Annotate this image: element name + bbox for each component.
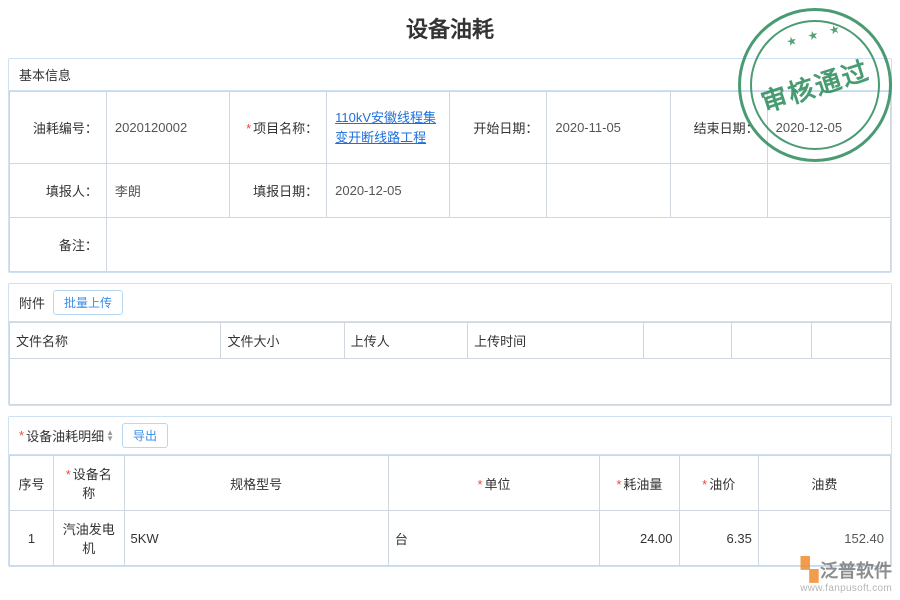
attachment-header: 附件 批量上传 <box>9 284 891 322</box>
batch-upload-button[interactable]: 批量上传 <box>53 290 123 315</box>
detail-table: 序号 *设备名称 规格型号 *单位 *耗油量 *油价 油费 1 汽油发电机 5K… <box>9 455 891 566</box>
col-unit: *单位 <box>388 456 599 511</box>
attachment-table: 文件名称 文件大小 上传人 上传时间 <box>9 322 891 405</box>
cell-seq: 1 <box>10 511 54 566</box>
col-price: *油价 <box>679 456 758 511</box>
export-button[interactable]: 导出 <box>122 423 168 448</box>
project-label: *项目名称： <box>230 92 327 164</box>
cell-price: 6.35 <box>679 511 758 566</box>
cell-spec: 5KW <box>124 511 388 566</box>
cell-unit: 台 <box>388 511 599 566</box>
col-dev-name: *设备名称 <box>54 456 124 511</box>
col-seq: 序号 <box>10 456 54 511</box>
attachment-label: 附件 <box>19 293 45 312</box>
oil-no-label: 油耗编号： <box>10 92 107 164</box>
col-file-name: 文件名称 <box>10 323 221 359</box>
sort-icon[interactable]: ▲▼ <box>106 430 114 442</box>
col-fee: 油费 <box>758 456 890 511</box>
attachment-empty-row <box>10 359 891 405</box>
basic-info-header: 基本信息 <box>9 59 891 91</box>
col-spec: 规格型号 <box>124 456 388 511</box>
start-date-label: 开始日期： <box>450 92 547 164</box>
end-date-label: 结束日期： <box>670 92 767 164</box>
detail-header: * 设备油耗明细 ▲▼ 导出 <box>9 417 891 455</box>
col-upload-time: 上传时间 <box>468 323 644 359</box>
reporter-label: 填报人： <box>10 164 107 218</box>
oil-no-value: 2020120002 <box>106 92 229 164</box>
cell-consume: 24.00 <box>600 511 679 566</box>
detail-panel: * 设备油耗明细 ▲▼ 导出 序号 *设备名称 规格型号 *单位 *耗油量 *油… <box>8 416 892 567</box>
basic-info-panel: 基本信息 油耗编号： 2020120002 *项目名称： 110kV安徽线程集变… <box>8 58 892 273</box>
col-file-size: 文件大小 <box>221 323 344 359</box>
attachment-panel: 附件 批量上传 文件名称 文件大小 上传人 上传时间 <box>8 283 892 406</box>
report-date-label: 填报日期： <box>230 164 327 218</box>
start-date-value: 2020-11-05 <box>547 92 670 164</box>
cell-dev-name: 汽油发电机 <box>54 511 124 566</box>
remark-value <box>106 218 890 272</box>
reporter-value: 李朗 <box>106 164 229 218</box>
report-date-value: 2020-12-05 <box>327 164 450 218</box>
detail-label: 设备油耗明细 <box>26 426 104 445</box>
basic-info-table: 油耗编号： 2020120002 *项目名称： 110kV安徽线程集变开断线路工… <box>9 91 891 272</box>
project-value[interactable]: 110kV安徽线程集变开断线路工程 <box>327 92 450 164</box>
remark-label: 备注： <box>10 218 107 272</box>
cell-fee: 152.40 <box>758 511 890 566</box>
table-row: 1 汽油发电机 5KW 台 24.00 6.35 152.40 <box>10 511 891 566</box>
end-date-value: 2020-12-05 <box>767 92 890 164</box>
project-link[interactable]: 110kV安徽线程集变开断线路工程 <box>335 110 436 145</box>
col-uploader: 上传人 <box>344 323 467 359</box>
page-title: 设备油耗 <box>0 0 900 58</box>
col-consume: *耗油量 <box>600 456 679 511</box>
